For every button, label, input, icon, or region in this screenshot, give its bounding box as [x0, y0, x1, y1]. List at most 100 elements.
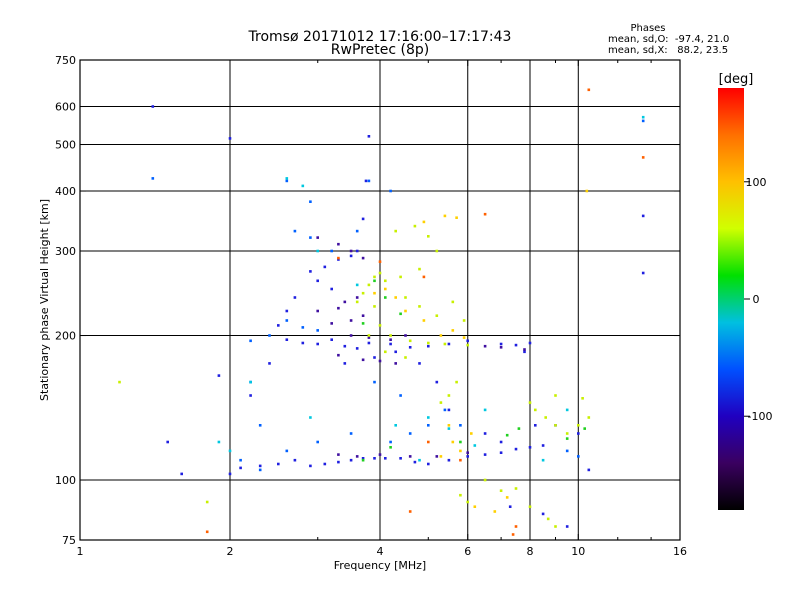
data-point: [641, 271, 645, 275]
data-point: [367, 135, 371, 138]
data-point: [447, 424, 451, 427]
y-tick-label: 300: [55, 245, 76, 258]
data-point: [258, 468, 262, 472]
data-point: [316, 236, 319, 239]
data-point: [404, 356, 407, 359]
data-point: [422, 275, 426, 279]
data-point: [528, 505, 532, 508]
data-point: [394, 350, 397, 354]
data-point: [373, 305, 376, 308]
data-point: [337, 256, 340, 260]
data-point: [258, 424, 262, 427]
phase-stats-heading: Phases: [630, 23, 665, 34]
data-point: [285, 309, 289, 313]
data-point: [378, 260, 382, 263]
data-point: [462, 336, 466, 339]
data-point: [483, 432, 487, 435]
data-point: [554, 525, 557, 528]
data-point: [451, 329, 455, 332]
chart-subtitle: RwPretec (8p): [331, 42, 429, 58]
data-point: [323, 462, 327, 466]
data-point: [293, 296, 297, 299]
x-tick-labels: 1 2 4 6 8 10 16: [77, 545, 688, 558]
data-point: [228, 137, 232, 140]
data-point: [408, 455, 412, 458]
data-point: [373, 275, 376, 279]
data-point: [378, 271, 382, 275]
data-point: [528, 341, 532, 345]
data-point: [439, 334, 443, 337]
data-point: [349, 432, 353, 435]
data-point: [309, 464, 312, 468]
data-point: [483, 212, 487, 216]
data-point: [285, 319, 289, 322]
data-point: [337, 242, 340, 246]
data-point: [528, 446, 532, 449]
data-point: [258, 464, 262, 468]
data-point: [587, 416, 591, 419]
data-point: [361, 358, 365, 362]
y-tick-label: 75: [62, 534, 76, 547]
data-point: [355, 229, 359, 233]
data-point: [249, 339, 252, 343]
data-point: [205, 530, 209, 534]
data-point: [239, 458, 242, 462]
data-point: [316, 309, 319, 313]
data-point: [389, 446, 392, 449]
data-point: [316, 279, 319, 283]
data-point: [277, 324, 280, 327]
colorbar-label: [deg]: [719, 72, 754, 87]
data-point: [408, 339, 412, 343]
x-tick-label: 10: [571, 545, 585, 558]
data-point: [343, 300, 347, 304]
data-point: [447, 408, 451, 412]
data-point: [466, 339, 469, 343]
y-tick-label: 400: [55, 185, 76, 198]
data-point: [399, 394, 402, 397]
data-point: [554, 424, 557, 427]
data-point: [378, 359, 382, 363]
data-point: [413, 224, 417, 228]
data-point: [641, 119, 645, 123]
data-point: [447, 458, 451, 462]
data-point: [361, 217, 365, 221]
data-point: [217, 374, 221, 377]
data-point: [546, 517, 550, 521]
data-point: [228, 472, 232, 476]
data-point: [151, 177, 155, 180]
data-point: [583, 427, 586, 430]
data-point: [427, 462, 430, 466]
data-point: [528, 401, 532, 404]
data-point: [367, 283, 371, 287]
data-point: [466, 343, 469, 347]
data-point: [418, 458, 421, 462]
data-point: [389, 189, 392, 193]
data-point: [378, 453, 382, 456]
data-point: [565, 432, 569, 435]
data-point: [285, 177, 289, 180]
phase-stats-o: mean, sd,O: -97.4, 21.0: [608, 34, 729, 45]
data-point: [534, 424, 537, 427]
data-point: [499, 451, 503, 454]
data-point: [408, 432, 412, 435]
data-point: [337, 453, 340, 456]
data-point: [394, 424, 397, 427]
x-tick-label: 1: [77, 545, 84, 558]
data-point: [499, 440, 503, 444]
data-point: [367, 336, 371, 339]
data-point: [418, 267, 421, 271]
data-point: [367, 179, 371, 183]
data-point: [378, 324, 382, 327]
data-point: [361, 322, 365, 325]
y-tick-label: 100: [55, 474, 76, 487]
y-tick-label: 750: [55, 54, 76, 67]
data-point: [514, 343, 518, 347]
data-point: [239, 466, 242, 470]
data-point: [427, 341, 430, 345]
data-point: [389, 338, 392, 341]
data-point: [641, 214, 645, 218]
data-point: [118, 380, 121, 384]
data-point: [384, 287, 387, 291]
data-point: [355, 296, 359, 299]
